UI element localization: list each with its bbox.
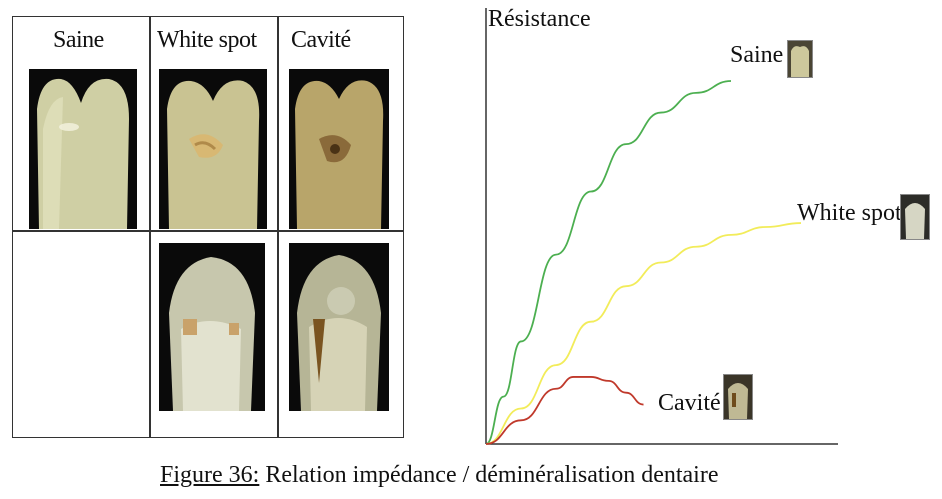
thumbnail-cavite	[723, 374, 753, 420]
caption-text: Relation impédance / déminéralisation de…	[259, 462, 719, 488]
tooth-photo-grid: Saine White spot Cavité	[12, 16, 404, 438]
series-label-white-spot: White spot	[797, 200, 902, 226]
column-header-cavite: Cavité	[291, 27, 351, 53]
series-line-white-spot	[485, 222, 802, 445]
grid-divider	[13, 230, 403, 232]
column-header-white-spot: White spot	[157, 27, 257, 53]
photo-white-spot-crown	[159, 69, 267, 229]
figure-caption: Figure 36: Relation impédance / déminéra…	[160, 462, 719, 489]
series-label-cavite: Cavité	[658, 390, 721, 416]
y-axis-label: Résistance	[488, 6, 591, 32]
chart-canvas	[485, 8, 838, 445]
series-line-saine	[485, 80, 732, 445]
thumbnail-white-spot	[900, 194, 930, 240]
column-header-saine: Saine	[53, 27, 104, 53]
photo-white-spot-section	[159, 243, 265, 411]
resistance-chart: Résistance Saine White spot Cavité	[440, 0, 942, 460]
series-line-cavit	[485, 376, 644, 445]
series-label-saine: Saine	[730, 42, 784, 68]
grid-divider	[277, 17, 279, 437]
photo-cavite-crown	[289, 69, 389, 229]
photo-cavite-section	[289, 243, 389, 411]
photo-saine-crown	[29, 69, 137, 229]
thumbnail-saine	[787, 40, 813, 78]
grid-divider	[149, 17, 151, 437]
figure-number: Figure 36:	[160, 462, 260, 488]
